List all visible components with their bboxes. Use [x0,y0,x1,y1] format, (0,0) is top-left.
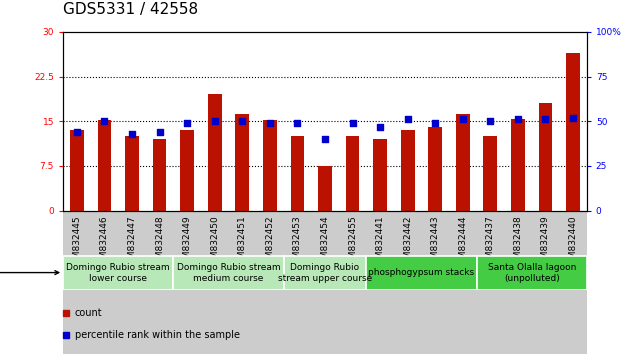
Bar [428,127,442,211]
Bar [367,211,394,354]
Bar [263,120,277,211]
Bar [504,211,532,354]
Bar [401,130,415,211]
Point [155,129,165,135]
Bar [422,211,449,354]
Text: phosphogypsum stacks: phosphogypsum stacks [369,268,475,277]
Bar [559,211,587,354]
Bar [208,95,221,211]
Bar [63,211,91,354]
Point [265,120,275,126]
Bar [346,136,360,211]
Point [292,120,302,126]
Text: GDS5331 / 42558: GDS5331 / 42558 [63,2,198,17]
Bar [532,211,559,354]
Bar [566,53,580,211]
Point [237,118,247,124]
Bar [235,114,249,211]
Point [430,120,440,126]
Bar [476,256,587,290]
Point [72,129,82,135]
Point [209,118,220,124]
Bar [483,136,497,211]
Point [513,116,523,122]
Bar [476,211,504,354]
Text: Santa Olalla lagoon
(unpolluted): Santa Olalla lagoon (unpolluted) [488,263,576,282]
Bar [367,256,476,290]
Bar [283,256,367,290]
Bar [373,139,387,211]
Bar [339,211,367,354]
Bar [201,211,228,354]
Text: Domingo Rubio stream
lower course: Domingo Rubio stream lower course [66,263,170,282]
Bar [256,211,283,354]
Point [457,116,468,122]
Bar [283,211,311,354]
Point [540,116,550,122]
Bar [125,136,139,211]
Bar [118,211,146,354]
Text: Domingo Rubio stream
medium course: Domingo Rubio stream medium course [177,263,280,282]
Point [182,120,192,126]
Bar [311,211,339,354]
Bar [449,211,476,354]
Point [485,118,495,124]
Text: Domingo Rubio
stream upper course: Domingo Rubio stream upper course [278,263,372,282]
Bar [174,256,283,290]
Bar [511,119,525,211]
Bar [180,130,194,211]
Bar [70,130,84,211]
Bar [394,211,422,354]
Bar [153,139,167,211]
Point [375,124,385,130]
Bar [456,114,469,211]
Text: percentile rank within the sample: percentile rank within the sample [74,330,240,340]
Bar [98,120,111,211]
Text: count: count [74,308,102,318]
Bar [91,211,118,354]
Point [568,115,578,120]
Bar [539,103,552,211]
Point [320,136,330,142]
Point [127,131,137,137]
Bar [290,136,304,211]
Text: other: other [0,268,59,278]
Point [100,118,110,124]
Bar [63,256,174,290]
Bar [174,211,201,354]
Bar [318,166,332,211]
Point [348,120,358,126]
Bar [146,211,174,354]
Point [403,116,413,122]
Bar [228,211,256,354]
